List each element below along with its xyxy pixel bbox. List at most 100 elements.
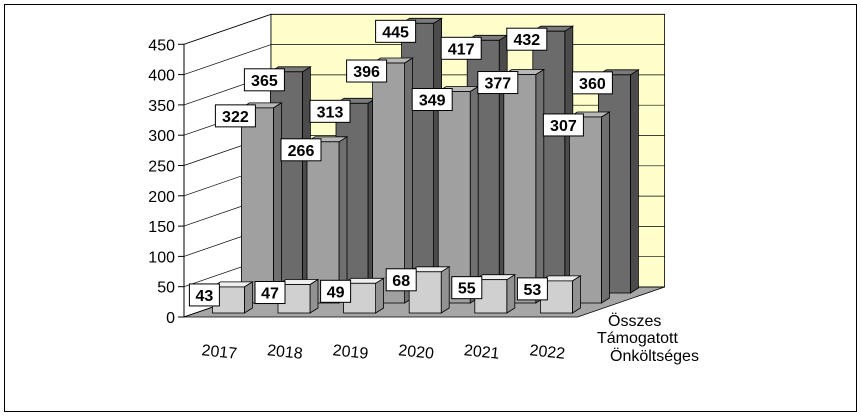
data-label: 47 (254, 281, 286, 305)
data-label-text: 365 (251, 73, 278, 90)
bar-front (372, 62, 406, 304)
series-axis-label: Önköltséges (610, 347, 699, 365)
bar-front (503, 74, 537, 304)
data-label-box (375, 19, 417, 43)
x-tick-label: 2019 (332, 342, 369, 363)
x-axis: 2017 2018 2019 2020 2021 2022 (201, 342, 566, 363)
data-label: 313 (309, 99, 351, 123)
y-tick-label: 0 (166, 310, 175, 327)
data-label-box (411, 88, 453, 112)
bar-side (404, 57, 414, 304)
data-label-box (243, 68, 285, 92)
data-label-text: 47 (261, 286, 279, 303)
data-label: 322 (214, 104, 256, 128)
data-label-text: 43 (196, 288, 214, 305)
bar (305, 136, 349, 304)
data-label-box (571, 71, 613, 95)
data-label: 68 (385, 268, 417, 292)
bar (568, 111, 611, 304)
data-labels: 365 313 445 417 432 360 322 266 396 349 377 307 43 47… (188, 19, 613, 307)
bar-side (630, 69, 639, 294)
chart-frame: 0 50 100 150 200 250 300 350 400 450 365 313 445 417… (4, 4, 857, 412)
data-label-box (214, 104, 256, 128)
bar (539, 275, 582, 314)
y-tick-label: 150 (148, 219, 175, 236)
y-tick-label: 200 (148, 189, 175, 206)
bar (240, 102, 283, 304)
data-label-text: 377 (484, 76, 511, 93)
data-label-text: 432 (513, 32, 540, 49)
data-label: 432 (506, 27, 548, 51)
data-label: 445 (375, 19, 417, 43)
data-label: 396 (346, 59, 388, 83)
y-tick-label: 50 (157, 280, 175, 297)
data-label-text: 445 (382, 24, 409, 41)
data-label-box (320, 279, 352, 303)
series-axis-label: Támogatott (597, 330, 678, 347)
bar-front (240, 107, 274, 304)
data-label: 360 (571, 71, 613, 95)
y-tick-label: 300 (148, 128, 175, 145)
bar-side (601, 111, 610, 304)
data-label-box (542, 113, 584, 137)
bar-side (469, 85, 479, 304)
x-tick-label: 2020 (397, 342, 434, 363)
data-label-text: 349 (419, 93, 446, 110)
data-label-text: 266 (288, 143, 315, 160)
y-tick-label: 250 (148, 159, 175, 176)
data-label-box (254, 281, 286, 305)
data-label-box (506, 27, 548, 51)
y-tick-label: 350 (148, 98, 175, 115)
data-label-text: 53 (524, 282, 542, 299)
data-label-box (280, 138, 322, 162)
bar-side (272, 102, 282, 304)
bar-side (506, 273, 516, 314)
data-label: 53 (516, 277, 548, 301)
gridline (183, 13, 665, 45)
x-tick-label: 2018 (266, 342, 303, 363)
bar-side (375, 277, 385, 314)
y-axis: 0 50 100 150 200 250 300 350 400 450 (148, 37, 185, 327)
data-label-box (346, 59, 388, 83)
data-label-text: 68 (392, 273, 410, 290)
data-label-text: 55 (458, 281, 476, 298)
y-tick-label: 400 (148, 68, 175, 85)
y-tick-label: 450 (148, 37, 175, 54)
data-label-text: 307 (550, 118, 577, 135)
data-label: 349 (411, 88, 453, 112)
data-label: 49 (320, 279, 352, 303)
series-axis-label: Összes (608, 312, 661, 330)
data-label-text: 322 (222, 109, 249, 126)
data-label-box (516, 277, 548, 301)
data-label-text: 313 (317, 104, 344, 121)
data-label: 266 (280, 138, 322, 162)
data-label-box (309, 99, 351, 123)
data-label-text: 360 (579, 76, 606, 93)
data-label-text: 49 (327, 284, 345, 301)
data-label-box (385, 268, 417, 292)
bar-side (440, 266, 450, 314)
bar-side (572, 275, 581, 314)
data-label-box (188, 283, 220, 307)
data-label: 417 (440, 36, 482, 60)
bar-front (569, 116, 602, 304)
data-label: 307 (542, 113, 584, 137)
x-tick-label: 2017 (201, 342, 238, 363)
x-tick-label: 2022 (529, 342, 566, 363)
bar (371, 57, 414, 304)
bar-side (338, 136, 348, 304)
bar (502, 68, 546, 304)
x-tick-label: 2021 (463, 342, 500, 363)
bar-side (535, 68, 545, 304)
data-label-text: 417 (448, 41, 475, 58)
bar-front (306, 141, 340, 304)
data-label-box (440, 36, 482, 60)
data-label-box (451, 276, 483, 300)
data-label-box (477, 71, 519, 95)
data-label: 55 (451, 276, 483, 300)
data-label: 43 (188, 283, 220, 307)
data-label: 377 (477, 71, 519, 95)
bar-side (309, 278, 319, 314)
y-tick-label: 100 (148, 249, 175, 266)
